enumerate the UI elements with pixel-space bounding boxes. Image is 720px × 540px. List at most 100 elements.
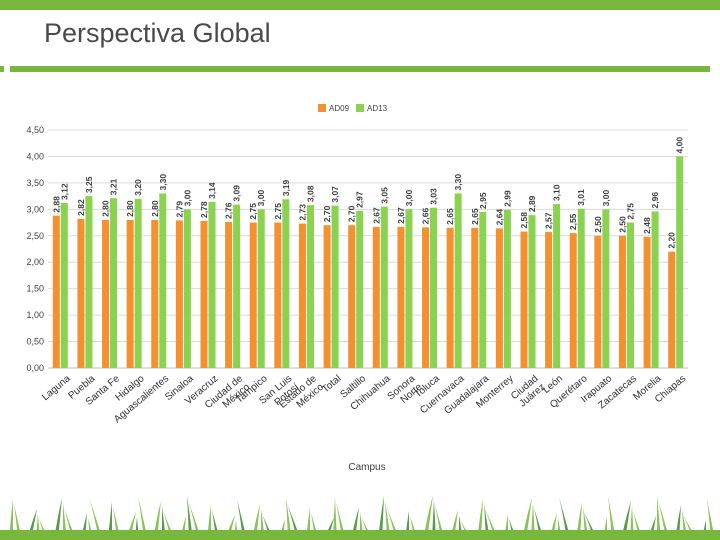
legend-label-ad09: AD09 — [329, 104, 350, 113]
y-tick-label: 0,00 — [26, 363, 44, 373]
data-label-ad13-8: 3,00 — [256, 190, 266, 207]
bar-ad13-15 — [430, 207, 438, 368]
bar-ad13-23 — [626, 222, 634, 368]
data-label-ad09-9: 2,75 — [273, 203, 283, 220]
grass-blade — [138, 496, 148, 540]
grass-blade — [54, 498, 62, 540]
bar-ad09-14 — [397, 226, 405, 368]
bar-ad09-5 — [175, 220, 183, 368]
data-label-ad13-18: 2,99 — [502, 190, 512, 207]
bar-ad09-24 — [643, 236, 651, 368]
bar-ad09-25 — [668, 251, 676, 368]
chart-legend: AD09 AD13 — [318, 104, 388, 113]
data-label-ad09-20: 2,57 — [544, 212, 554, 229]
grass-blade — [477, 499, 483, 540]
x-axis-title: Campus — [348, 462, 385, 473]
data-label-ad13-25: 4,00 — [675, 137, 685, 154]
bar-ad13-3 — [134, 198, 142, 368]
grass-blade — [89, 497, 103, 540]
data-label-ad09-19: 2,58 — [519, 212, 529, 229]
data-label-ad09-3: 2,80 — [125, 200, 135, 217]
x-tick-label: Laguna — [40, 373, 73, 403]
bar-ad13-7 — [233, 204, 241, 368]
bar-ad13-20 — [553, 204, 561, 368]
data-label-ad09-16: 2,65 — [445, 208, 455, 225]
data-label-ad13-23: 2,75 — [625, 203, 635, 220]
y-tick-label: 0,50 — [26, 337, 44, 347]
bar-ad13-2 — [110, 198, 118, 368]
bar-ad09-23 — [618, 235, 626, 368]
bar-ad13-1 — [85, 196, 93, 368]
bar-ad09-4 — [151, 219, 159, 368]
data-label-ad13-22: 3,00 — [601, 190, 611, 207]
data-label-ad09-4: 2,80 — [150, 200, 160, 217]
y-tick-label: 3,00 — [26, 204, 44, 214]
data-label-ad13-21: 3,01 — [576, 189, 586, 206]
data-label-ad13-19: 2,89 — [527, 195, 537, 212]
bar-ad09-2 — [102, 219, 110, 368]
data-label-ad09-13: 2,67 — [371, 207, 381, 224]
legend-swatch-ad13 — [356, 104, 364, 112]
bar-ad09-8 — [249, 222, 257, 368]
grass-blade — [608, 496, 616, 540]
data-label-ad09-6: 2,78 — [199, 201, 209, 218]
y-tick-label: 1,50 — [26, 284, 44, 294]
data-label-ad13-11: 3,07 — [330, 186, 340, 203]
slide-title: Perspectiva Global — [44, 18, 271, 48]
bar-ad13-12 — [356, 210, 364, 368]
data-label-ad13-5: 3,00 — [182, 190, 192, 207]
grass-blade — [9, 499, 13, 540]
data-label-ad09-12: 2,70 — [347, 205, 357, 222]
bar-ad13-10 — [306, 205, 314, 368]
data-label-ad13-16: 3,30 — [453, 174, 463, 191]
data-label-ad13-3: 3,20 — [133, 179, 143, 196]
data-label-ad09-22: 2,50 — [593, 216, 603, 233]
bar-ad13-9 — [282, 199, 290, 368]
bar-ad13-8 — [257, 209, 265, 368]
bar-series — [52, 156, 684, 368]
data-label-ad09-0: 2,88 — [51, 196, 61, 213]
data-label-ad09-23: 2,50 — [617, 216, 627, 233]
grass-blade — [707, 499, 715, 540]
bar-ad09-19 — [520, 231, 528, 368]
data-label-ad13-13: 3,05 — [379, 187, 389, 204]
data-label-ad13-20: 3,10 — [552, 184, 562, 201]
title-underline — [0, 66, 720, 72]
bar-ad13-11 — [331, 205, 339, 368]
data-label-ad13-9: 3,19 — [281, 179, 291, 196]
bar-ad13-21 — [577, 208, 585, 368]
data-label-ad13-24: 2,96 — [650, 192, 660, 209]
bar-ad13-6 — [208, 201, 216, 368]
data-label-ad09-25: 2,20 — [667, 232, 677, 249]
bar-ad13-0 — [60, 202, 68, 368]
data-label-ad13-14: 3,00 — [404, 190, 414, 207]
data-label-ad09-8: 2,75 — [248, 203, 258, 220]
bar-ad09-13 — [372, 226, 380, 368]
data-label-ad09-2: 2,80 — [101, 200, 111, 217]
bar-ad09-1 — [77, 218, 85, 368]
grass-blade — [522, 498, 532, 540]
bar-ad09-0 — [52, 215, 60, 368]
data-label-ad09-5: 2,79 — [174, 201, 184, 218]
bar-ad09-11 — [323, 225, 331, 368]
bar-ad13-5 — [183, 209, 191, 368]
data-label-ad13-12: 2,97 — [355, 191, 365, 208]
bar-ad09-6 — [200, 220, 208, 368]
data-label-ad13-0: 3,12 — [59, 183, 69, 200]
y-axis: 0,00 0,50 1,00 1,50 2,00 2,50 3,00 3,50 4,00 4,50 — [26, 125, 44, 373]
bar-ad13-24 — [651, 211, 659, 368]
bar-ad13-19 — [528, 215, 536, 368]
data-label-ad09-11: 2,70 — [322, 205, 332, 222]
bar-ad09-9 — [274, 222, 282, 368]
data-label-ad09-24: 2,48 — [642, 217, 652, 234]
bar-ad13-13 — [380, 206, 388, 368]
data-label-ad09-18: 2,64 — [494, 209, 504, 226]
data-label-ad09-14: 2,67 — [396, 207, 406, 224]
bar-ad09-16 — [446, 227, 454, 368]
grass-blade — [657, 495, 661, 540]
title-underline-segment — [10, 66, 710, 72]
bar-ad09-15 — [422, 227, 430, 368]
data-label-ad09-10: 2,73 — [297, 204, 307, 221]
